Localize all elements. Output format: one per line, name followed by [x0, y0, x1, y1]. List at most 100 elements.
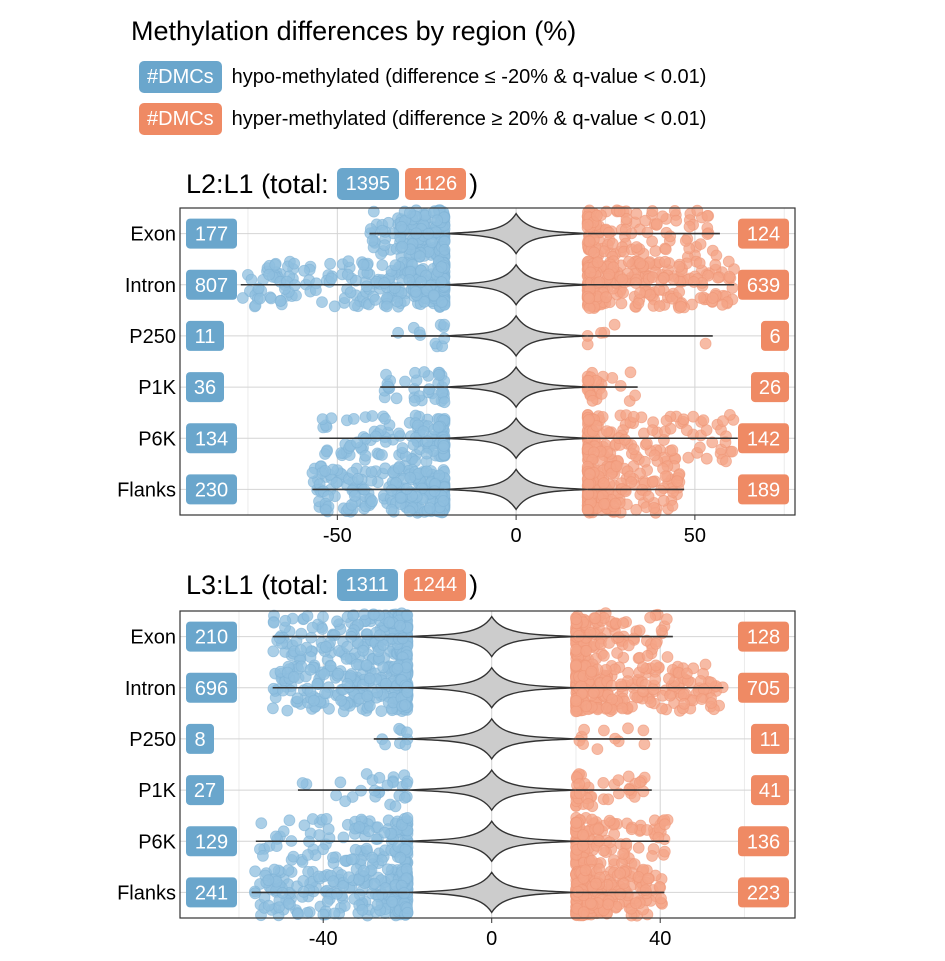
hypo-point	[396, 442, 409, 454]
hypo-point	[428, 485, 441, 498]
hypo-point	[301, 849, 314, 861]
violin	[407, 819, 576, 863]
hyper-count-badge: 705	[738, 672, 789, 703]
hypo-point	[404, 471, 417, 484]
hypo-point	[345, 853, 358, 866]
hyper-point	[705, 697, 718, 709]
hypo-point	[367, 205, 380, 218]
hypo-point	[399, 738, 412, 751]
hyper-point	[691, 204, 704, 217]
hypo-point	[340, 653, 353, 665]
hypo-point	[281, 704, 294, 717]
hyper-point	[700, 424, 713, 437]
hyper-point	[590, 877, 602, 890]
hyper-count-badge-label: 41	[759, 780, 781, 802]
hyper-point	[597, 844, 610, 857]
hypo-point	[361, 690, 374, 703]
hypo-point	[348, 489, 361, 502]
hyper-count-badge-label: 6	[769, 326, 780, 348]
hyper-point	[584, 266, 597, 279]
hypo-point	[377, 661, 390, 674]
hyper-point	[597, 477, 610, 490]
hyper-point	[615, 297, 628, 310]
hyper-point	[616, 702, 629, 715]
hyper-point	[583, 302, 596, 315]
hypo-point	[364, 223, 377, 235]
hypo-point	[245, 273, 258, 286]
hyper-point	[659, 243, 672, 256]
hypo-point	[379, 435, 392, 448]
hypo-point	[351, 472, 364, 485]
hyper-count-badge: 189	[738, 474, 789, 505]
hyper-count-badge: 124	[738, 218, 789, 249]
hypo-point	[390, 392, 403, 405]
hypo-point	[317, 611, 329, 623]
hyper-point	[680, 424, 693, 437]
hyper-count-badge-label: 124	[747, 224, 780, 246]
hypo-point	[376, 259, 389, 272]
hypo-point	[391, 662, 404, 675]
hyper-point	[668, 204, 681, 217]
hyper-point	[570, 613, 582, 626]
total-hypo-badge: 1311	[336, 569, 398, 601]
hypo-point	[348, 299, 361, 312]
category-label: P1K	[138, 780, 176, 802]
hyper-point	[609, 497, 622, 510]
hypo-point	[381, 779, 394, 792]
hypo-count-badge: 241	[186, 877, 237, 908]
hyper-point	[648, 449, 661, 462]
hyper-point	[641, 824, 653, 836]
hyper-point	[603, 814, 616, 827]
hyper-count-badge: 142	[738, 423, 789, 454]
hypo-count-badge: 210	[186, 621, 237, 652]
hypo-count-badge-label: 807	[195, 275, 228, 297]
hyper-point	[663, 672, 675, 685]
hypo-count-badge: 36	[186, 372, 224, 403]
hypo-point	[409, 285, 422, 298]
hypo-point	[262, 874, 275, 887]
hypo-point	[360, 280, 373, 293]
hyper-count-badge-label: 26	[759, 377, 781, 399]
hypo-point	[313, 829, 326, 841]
hyper-count-badge: 41	[751, 775, 789, 806]
hypo-count-badge-bg	[186, 372, 224, 403]
category-label: P250	[129, 729, 176, 751]
legend-hypo: #DMCs hypo-methylated (difference ≤ -20%…	[139, 61, 706, 93]
hyper-point	[583, 235, 596, 248]
hyper-count-badge-label: 223	[747, 882, 780, 904]
category-label: Exon	[130, 627, 176, 649]
hypo-count-badge: 129	[186, 826, 237, 857]
hypo-point	[378, 826, 391, 839]
x-tick-label: -40	[309, 928, 338, 950]
hypo-point	[431, 214, 444, 227]
hyper-point	[585, 897, 597, 910]
hyper-point	[602, 793, 615, 806]
hypo-point	[376, 449, 388, 461]
hypo-point	[263, 268, 276, 281]
hypo-point	[356, 904, 369, 916]
hypo-point	[266, 702, 279, 715]
hyper-point	[706, 436, 719, 449]
hyper-point	[694, 292, 707, 304]
hyper-point	[639, 214, 652, 227]
hypo-count-badge-label: 696	[195, 678, 228, 700]
hyper-point	[597, 777, 610, 789]
chart-panel-1: 210 128 Exon 696 705 Intron 8 11 P250 27 41 P1K 129 1…	[117, 607, 796, 950]
hyper-count-badge: 11	[751, 723, 789, 754]
hypo-count-badge-label: 8	[194, 729, 205, 751]
hypo-point	[273, 632, 286, 644]
hyper-point	[614, 888, 627, 901]
hyper-point	[606, 237, 619, 250]
hyper-point	[700, 452, 713, 465]
hyper-point	[600, 291, 612, 304]
hyper-point	[657, 494, 670, 507]
hypo-point	[403, 206, 416, 219]
hyper-point	[650, 637, 662, 650]
hyper-point	[655, 892, 667, 905]
hyper-point	[629, 389, 641, 402]
panel-title-prefix: L3:L1 (total:	[186, 569, 329, 600]
hyper-point	[591, 256, 604, 269]
hypo-point	[366, 495, 379, 508]
hyper-point	[617, 848, 629, 860]
hyper-point	[585, 665, 598, 678]
